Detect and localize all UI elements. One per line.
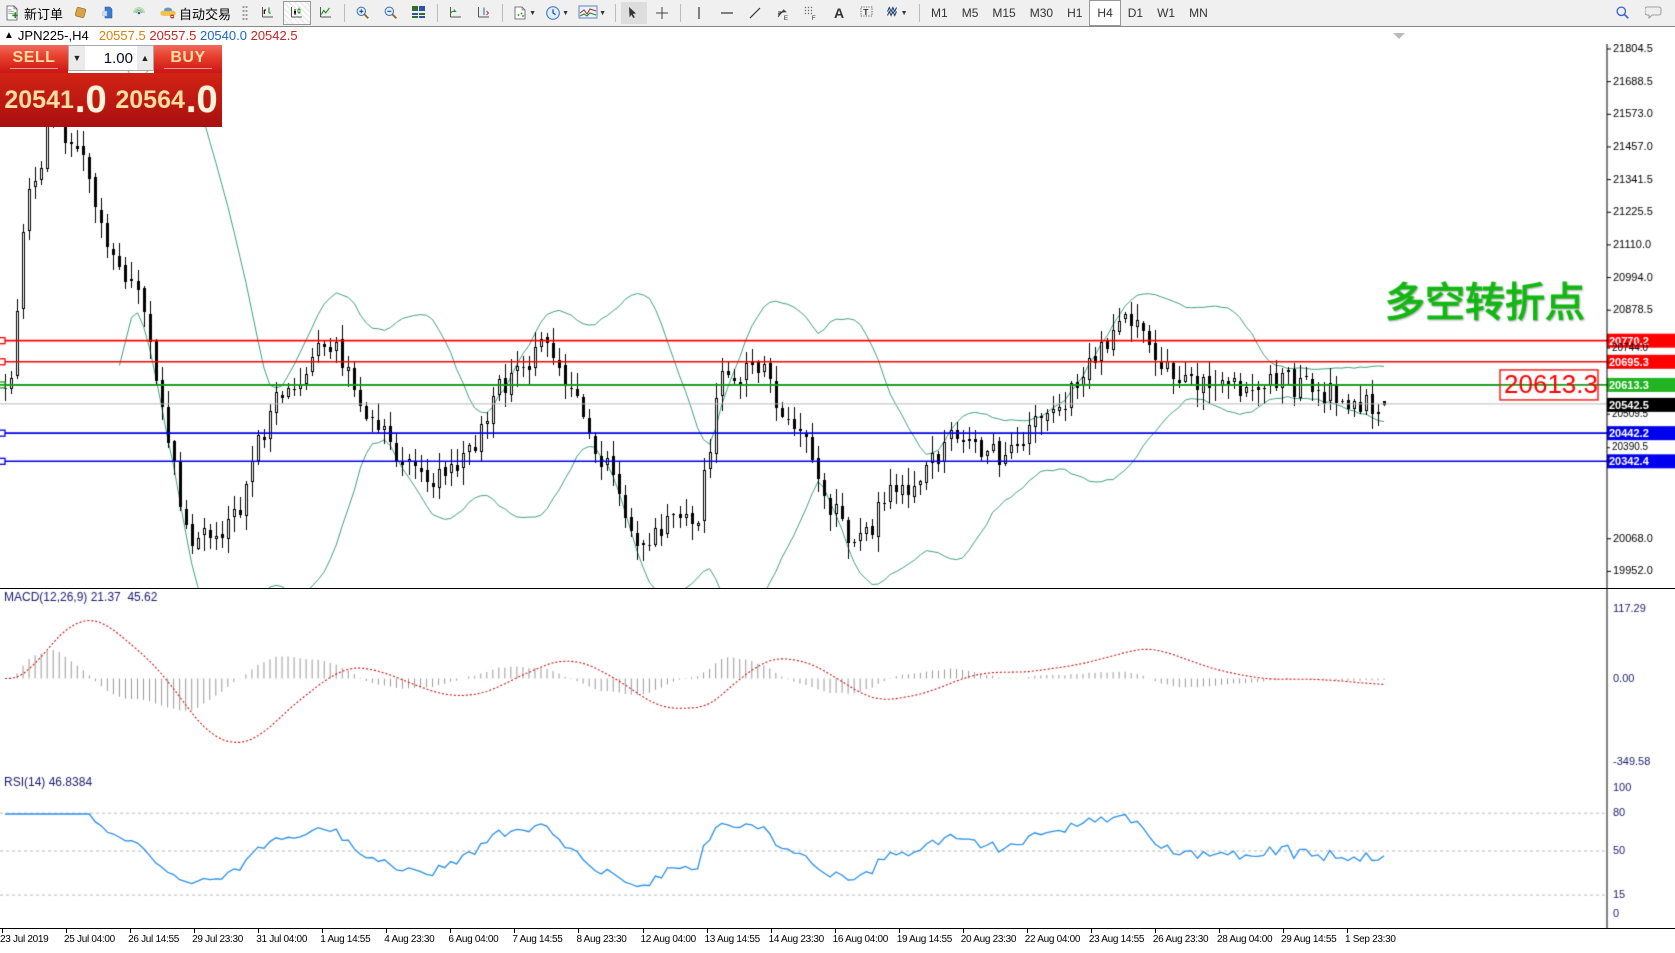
svg-text:T: T xyxy=(863,7,869,17)
svg-text:E: E xyxy=(784,15,789,21)
svg-text:F: F xyxy=(812,15,816,21)
